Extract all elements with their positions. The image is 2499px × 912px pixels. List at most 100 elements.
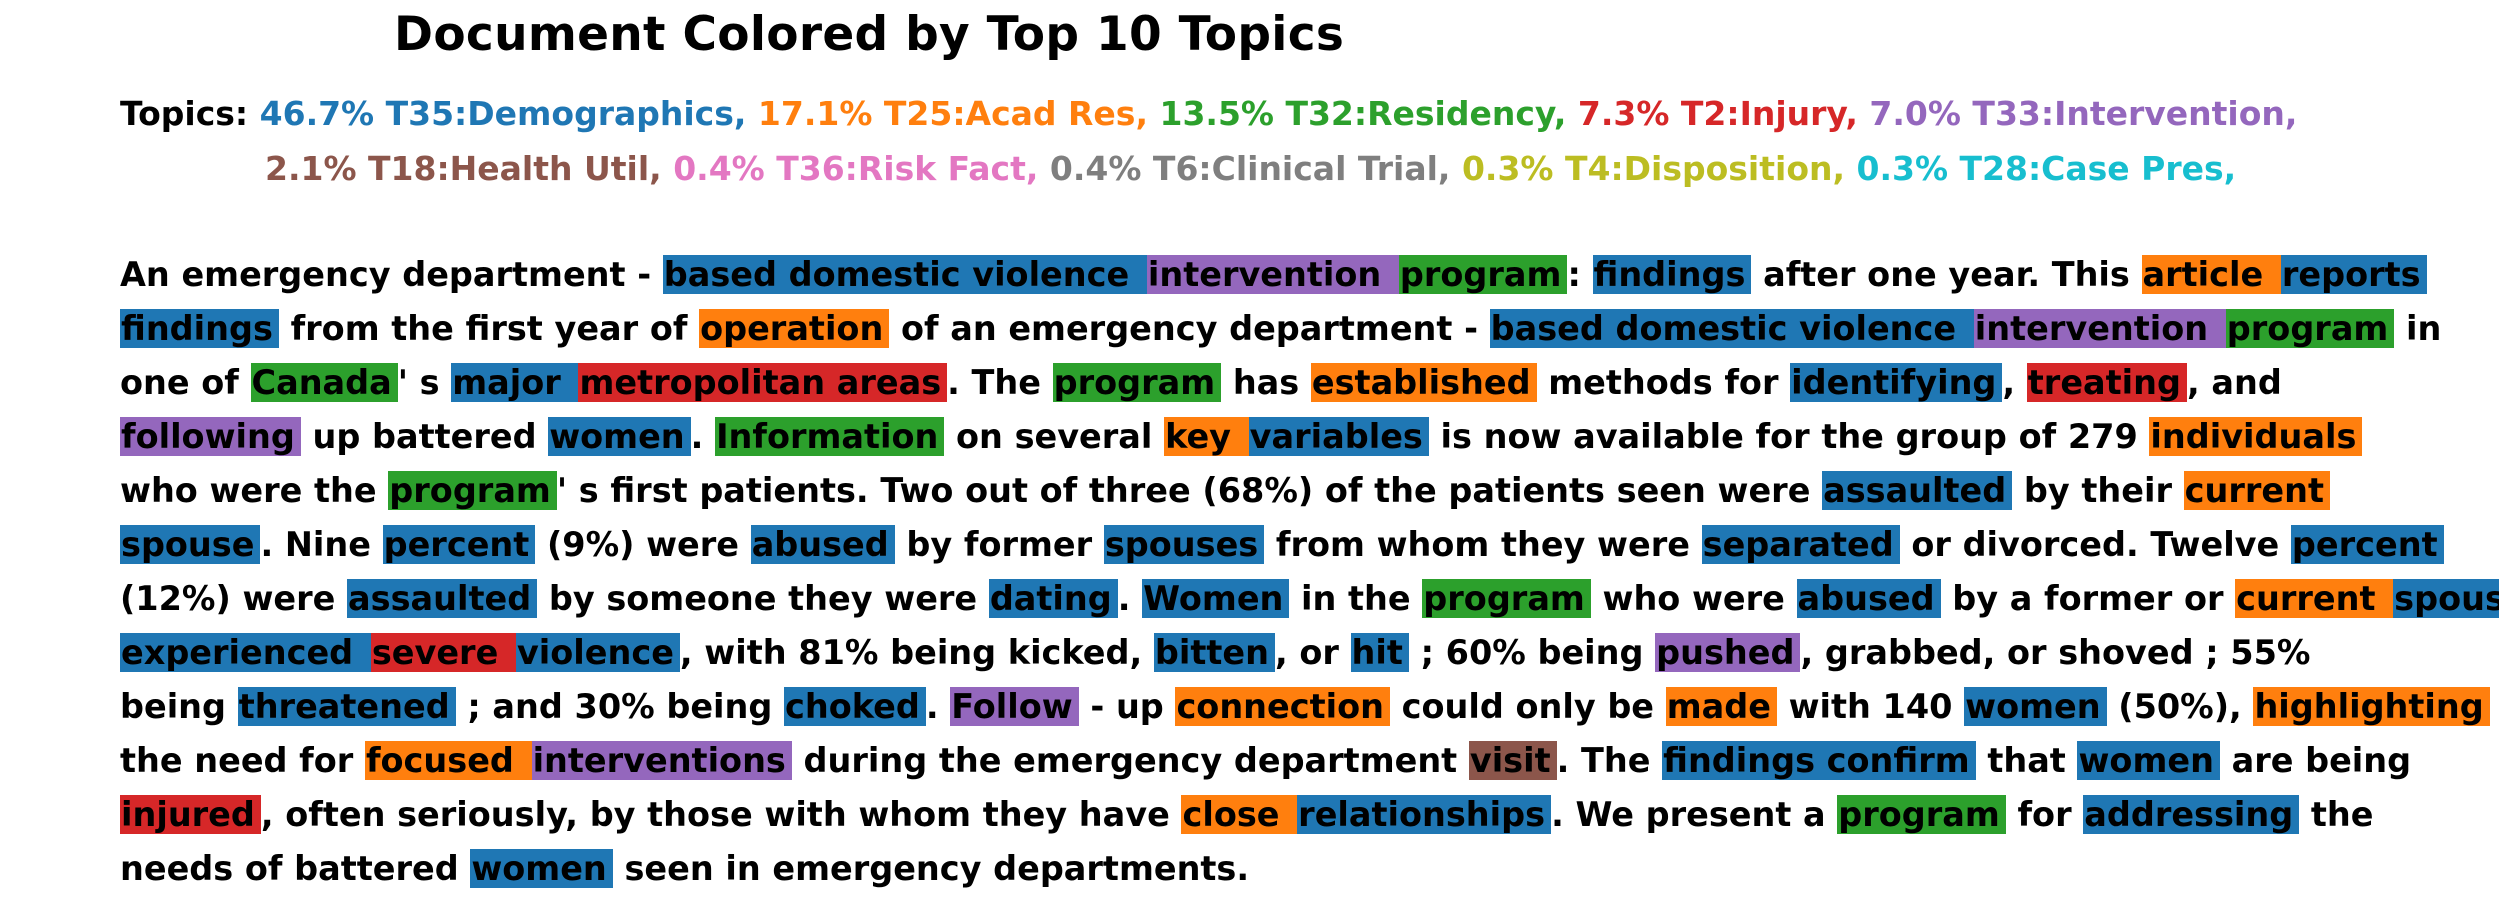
topic-highlight: established (1310, 363, 1537, 402)
plain-text: in the (1289, 579, 1423, 618)
topic-highlight: variables (1248, 417, 1429, 456)
plain-text: An emergency department - (120, 255, 663, 294)
plain-text: one of (120, 363, 251, 402)
plain-text: by their (2012, 471, 2184, 510)
topic-highlight: Information (715, 417, 945, 456)
plain-text: , with 81% being kicked, (679, 633, 1154, 672)
topic-highlight: percent (382, 525, 536, 564)
plain-text: ' s first patients. Two out of three (68… (556, 471, 1823, 510)
plain-text: (9%) were (535, 525, 751, 564)
topic-highlight: current (2183, 471, 2330, 510)
plain-text: is now available for the group of 279 (1428, 417, 2150, 456)
topic-entry-t2: 7.3% T2:Injury, (1577, 94, 1858, 133)
plain-text: up battered (300, 417, 549, 456)
topic-highlight: visit (1468, 741, 1557, 780)
topic-highlight: intervention (1973, 309, 2226, 348)
topic-highlight: threatened (237, 687, 456, 726)
topic-highlight: findings (120, 309, 279, 348)
topic-highlight: experienced (120, 633, 371, 672)
plain-text: after one year. This (1751, 255, 2142, 294)
plain-text: with 140 (1776, 687, 1965, 726)
plain-text: on several (944, 417, 1165, 456)
page-title: Document Colored by Top 10 Topics (394, 7, 1345, 62)
topic-entry-t33: 7.0% T33:Intervention, (1869, 94, 2298, 133)
plain-text: methods for (1536, 363, 1791, 402)
topic-highlight: spouse (120, 525, 261, 564)
topic-highlight: following (120, 417, 301, 456)
plain-text: . (1117, 579, 1143, 618)
plain-text: ; 60% being (1408, 633, 1656, 672)
plain-text: . (925, 687, 951, 726)
topic-highlight: individuals (2149, 417, 2363, 456)
plain-text: . (690, 417, 716, 456)
plain-text: seen in emergency departments. (612, 849, 1250, 888)
topic-entry-t6: 0.4% T6:Clinical Trial, (1049, 149, 1451, 188)
topic-highlight: based domestic violence (662, 255, 1147, 294)
topic-highlight: relationships (1297, 795, 1552, 834)
topic-highlight: focused (364, 741, 532, 780)
topic-highlight: injured (120, 795, 261, 834)
topic-entry-t35: 46.7% T35:Demographics, (259, 94, 747, 133)
topic-highlight: current (2235, 579, 2394, 618)
topic-highlight: abused (750, 525, 895, 564)
topic-entry-t4: 0.3% T4:Disposition, (1461, 149, 1846, 188)
plain-text: could only be (1389, 687, 1666, 726)
topics-label: Topics: (120, 94, 249, 133)
topic-highlight: key (1164, 417, 1249, 456)
topic-highlight: bitten (1153, 633, 1275, 672)
plain-text: . The (1556, 741, 1663, 780)
plain-text: the (2299, 795, 2374, 834)
document-body: An emergency department - based domestic… (120, 248, 2499, 896)
plain-text: by a former or (1940, 579, 2236, 618)
plain-text: needs of battered (120, 849, 471, 888)
topic-highlight: Canada (250, 363, 398, 402)
plain-text: the need for (120, 741, 365, 780)
plain-text: : (1567, 255, 1593, 294)
plain-text: during the emergency department (791, 741, 1469, 780)
topic-highlight: dating (988, 579, 1118, 618)
topic-highlight: violence (515, 633, 680, 672)
topic-highlight: program (1052, 363, 1222, 402)
topic-highlight: percent (2290, 525, 2444, 564)
plain-text: . We present a (1551, 795, 1838, 834)
plain-text: who were the (120, 471, 389, 510)
topic-highlight: program (2225, 309, 2395, 348)
plain-text: are being (2219, 741, 2412, 780)
topic-highlight: women (2077, 741, 2220, 780)
topic-highlight: article (2141, 255, 2281, 294)
topic-highlight: connection (1175, 687, 1390, 726)
topic-highlight: choked (784, 687, 926, 726)
topic-entry-t28: 0.3% T28:Case Pres, (1856, 149, 2237, 188)
topic-highlight: Follow (950, 687, 1079, 726)
topic-highlight: Women (1142, 579, 1290, 618)
plain-text: - up (1078, 687, 1176, 726)
plain-text: for (2005, 795, 2084, 834)
plain-text: who were (1590, 579, 1797, 618)
topic-highlight: program (388, 471, 557, 510)
topic-highlight: program (1398, 255, 1568, 294)
plain-text: or divorced. Twelve (1899, 525, 2291, 564)
topic-entry-t25: 17.1% T25:Acad Res, (757, 94, 1148, 133)
plain-text: , and (2186, 363, 2282, 402)
topic-highlight: hit (1350, 633, 1409, 672)
topic-highlight: metropolitan areas (578, 363, 948, 402)
topic-highlight: treating (2026, 363, 2187, 402)
topic-highlight: operation (699, 309, 890, 348)
plain-text: , (2002, 363, 2027, 402)
topic-highlight: addressing (2083, 795, 2300, 834)
plain-text: being (120, 687, 238, 726)
topic-highlight: highlighting (2253, 687, 2490, 726)
topic-highlight: program (1422, 579, 1591, 618)
topic-highlight: interventions (531, 741, 792, 780)
topic-highlight: findings (1592, 255, 1752, 294)
topic-highlight: intervention (1146, 255, 1399, 294)
plain-text: has (1221, 363, 1311, 402)
topic-highlight: reports (2280, 255, 2427, 294)
topics-legend-line-1: Topics: 46.7% T35:Demographics, 17.1% T2… (120, 92, 2297, 136)
plain-text: in (2394, 309, 2442, 348)
topic-highlight: abused (1796, 579, 1941, 618)
plain-text: , grabbed, or shoved ; 55% (1800, 633, 2311, 672)
topic-highlight: assaulted (347, 579, 538, 618)
topic-highlight: major (451, 363, 579, 402)
topic-highlight: severe (370, 633, 516, 672)
